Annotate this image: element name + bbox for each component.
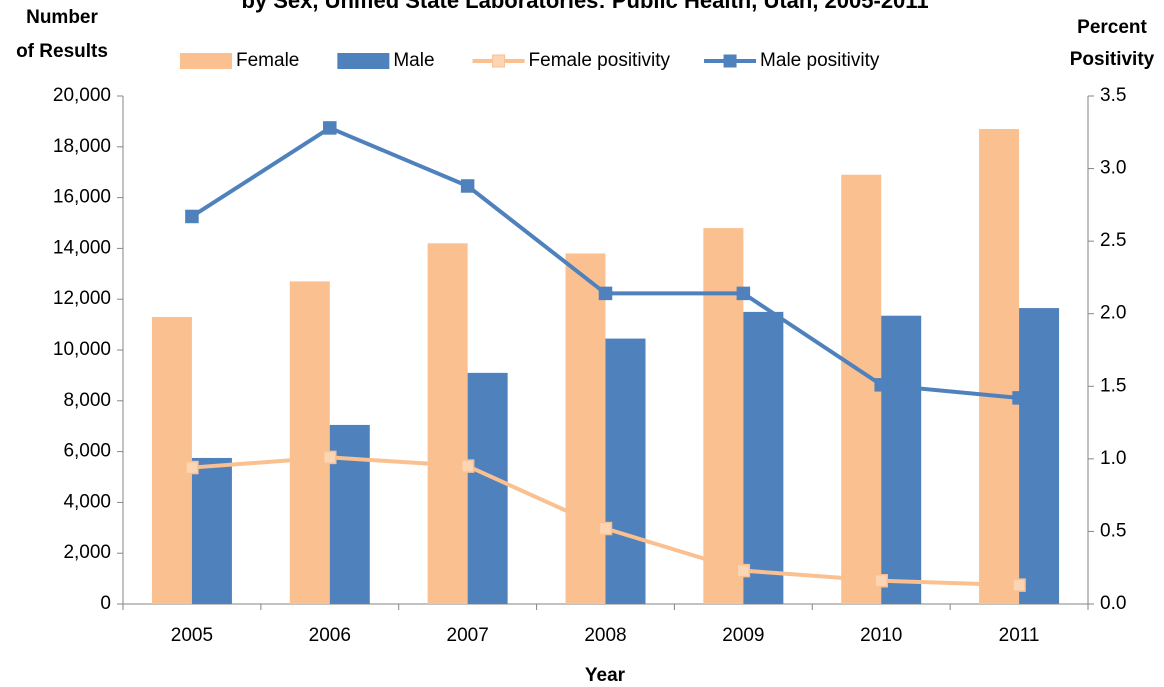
line-marker [1012,578,1026,592]
line-marker [874,378,888,392]
y-tick-label: 20,000 [53,85,111,106]
y-tick-label: 4,000 [63,491,111,512]
y-tick-label: 12,000 [53,288,111,309]
line-marker [460,459,475,473]
y2-tick-label: 2.5 [1100,230,1126,251]
y2-tick-label: 1.0 [1100,448,1126,469]
line-marker [185,460,199,475]
x-tick-label: 2007 [447,625,489,646]
bar [565,253,606,605]
y-tick-label: 18,000 [53,136,111,157]
bar [191,457,232,604]
legend-swatch [492,54,506,68]
bar [881,315,922,604]
legend-swatch [337,53,390,69]
y-tick-label: 8,000 [63,390,111,411]
y2-axis-label: Positivity [1070,49,1155,70]
line-marker [736,286,751,301]
x-tick-label: 2011 [999,625,1040,646]
y-axis-label: of Results [16,41,108,62]
y-tick-label: 6,000 [63,441,111,462]
y-tick-label: 0 [100,593,111,614]
line-marker [460,179,475,193]
bar [703,228,744,604]
y-axis-label: Number [26,7,98,28]
y-tick-label: 16,000 [53,187,111,208]
line-marker [598,286,613,301]
x-tick-label: 2005 [171,625,213,646]
legend-label: Male positivity [760,50,880,71]
y-tick-label: 14,000 [53,237,111,258]
x-tick-label: 2008 [584,625,626,646]
legend-label: Female positivity [529,50,671,71]
bar [979,129,1020,604]
bar [427,243,468,604]
legend-label: Female [236,50,299,71]
x-tick-label: 2006 [309,625,351,646]
legend-swatch [180,53,232,69]
line-marker [874,574,888,588]
y2-tick-label: 3.5 [1100,85,1126,106]
bar [289,281,330,604]
y2-tick-label: 3.0 [1100,158,1126,179]
line-marker [185,209,199,224]
x-axis-label: Year [585,665,626,686]
y2-axis-label: Percent [1077,17,1147,38]
line-marker [323,450,337,465]
bar [1019,308,1060,604]
legend-swatch [723,54,737,68]
y2-tick-label: 0.5 [1100,520,1126,541]
chart-title: by Sex, Unified State Laboratories: Publ… [241,0,928,13]
y2-tick-label: 1.5 [1100,375,1126,396]
bar [743,311,784,604]
line-marker [598,521,613,536]
line-marker [736,563,751,578]
x-tick-label: 2010 [860,625,902,646]
y-tick-label: 10,000 [53,339,111,360]
bar [467,372,508,604]
y2-tick-label: 2.0 [1100,303,1126,324]
y-tick-label: 2,000 [63,542,111,563]
line-marker [323,121,337,135]
bar [151,316,192,604]
y2-tick-label: 0.0 [1100,593,1126,614]
x-tick-label: 2009 [722,625,764,646]
bar [605,338,646,604]
line-marker [1012,391,1026,405]
legend-label: Male [393,50,434,71]
